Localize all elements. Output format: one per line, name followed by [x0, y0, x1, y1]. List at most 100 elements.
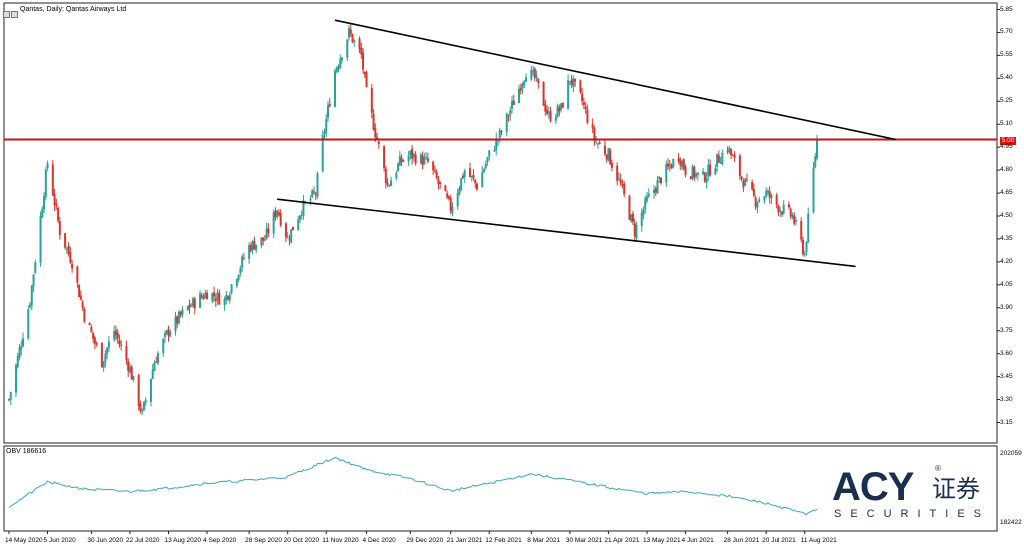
lower-trendline: [277, 198, 856, 268]
candle-down: [179, 311, 182, 316]
candle-down: [263, 239, 266, 241]
candle-up: [272, 212, 275, 234]
candle-up: [395, 172, 398, 179]
candle-down: [284, 223, 287, 238]
candle-down: [461, 175, 464, 179]
candle-up: [9, 392, 12, 400]
candle-up: [518, 88, 521, 104]
candle-down: [444, 185, 447, 192]
x-tick-label: 12 Feb 2021: [485, 537, 522, 544]
candle-up: [656, 180, 659, 194]
candle-down: [253, 241, 256, 250]
y-tick-label: 3.75: [1000, 326, 1013, 334]
candle-up: [199, 293, 202, 308]
candle-up: [407, 155, 410, 162]
candle-down: [542, 81, 545, 106]
candle-down: [363, 71, 366, 75]
candle-down: [468, 168, 471, 177]
candle-down: [69, 252, 72, 263]
candle-up: [498, 130, 501, 138]
obv-tick-label: 202059: [1000, 450, 1022, 457]
candle-up: [511, 100, 514, 109]
x-tick-label: 28 Jun 2021: [723, 537, 760, 544]
x-tick-label: 13 May 2021: [642, 537, 681, 544]
price-tag: 5.00: [1000, 137, 1016, 145]
candle-down: [777, 205, 780, 213]
candle-up: [162, 338, 165, 354]
candle-up: [644, 198, 647, 210]
candle-up: [216, 292, 219, 300]
candle-down: [120, 344, 123, 346]
candle-down: [383, 146, 386, 168]
candle-down: [437, 178, 440, 184]
x-tick-label: 4 Jun 2021: [681, 537, 714, 544]
y-tick-label: 3.60: [1000, 349, 1013, 357]
x-tick-label: 22 Jul 2020: [125, 537, 160, 544]
candle-up: [323, 131, 326, 135]
candle-up: [554, 117, 557, 121]
candle-down: [446, 193, 449, 198]
candle-down: [621, 184, 624, 186]
candle-up: [142, 401, 145, 410]
candle-up: [241, 256, 244, 268]
candle-down: [213, 292, 216, 297]
candle-down: [789, 208, 792, 217]
candle-up: [397, 163, 400, 172]
candle-down: [92, 332, 95, 339]
logo-sub: SECURITIES: [834, 508, 991, 520]
candle-down: [90, 327, 93, 333]
obv-line: [8, 456, 818, 515]
candle-up: [298, 215, 301, 220]
candle-up: [716, 153, 719, 167]
candle-down: [125, 345, 128, 361]
candle-down: [745, 179, 748, 181]
candle-up: [547, 112, 550, 114]
candle-up: [128, 366, 131, 373]
candle-down: [426, 158, 429, 162]
candle-up: [719, 162, 722, 164]
candle-up: [181, 309, 184, 315]
candle-up: [20, 346, 23, 350]
candle-up: [568, 81, 571, 83]
candle-up: [640, 212, 643, 227]
candle-up: [696, 172, 699, 176]
candle-down: [8, 399, 10, 401]
candle-down: [328, 104, 331, 107]
candle-down: [365, 72, 368, 88]
candle-up: [642, 209, 645, 215]
candle-down: [654, 188, 657, 193]
candle-down: [411, 148, 414, 159]
candle-up: [456, 192, 459, 207]
candle-up: [505, 113, 508, 132]
candle-down: [384, 168, 387, 183]
candle-up: [412, 153, 415, 157]
candle-down: [709, 164, 712, 176]
candle-up: [311, 190, 314, 197]
candle-up: [482, 169, 485, 172]
candle-down: [130, 366, 133, 380]
y-tick-label: 5.25: [1000, 97, 1013, 105]
candle-up: [46, 163, 49, 169]
candle-down: [768, 191, 771, 198]
candle-down: [51, 164, 54, 196]
candle-down: [507, 115, 510, 117]
candle-down: [584, 106, 587, 110]
candle-up: [691, 166, 694, 180]
candle-down: [449, 198, 452, 212]
candle-down: [79, 295, 82, 300]
candle-down: [775, 195, 778, 205]
candle-up: [816, 138, 818, 159]
candle-down: [206, 292, 209, 300]
candle-down: [188, 304, 191, 309]
candle-down: [200, 295, 203, 298]
y-tick-label: 3.15: [1000, 418, 1013, 426]
candle-up: [681, 161, 684, 167]
candle-down: [432, 161, 435, 171]
candle-down: [360, 48, 363, 55]
candle-down: [374, 128, 377, 138]
candle-up: [486, 157, 489, 162]
y-tick-label: 4.80: [1000, 166, 1013, 174]
candle-down: [751, 181, 754, 189]
obv-tick-label: 182422: [1000, 519, 1022, 526]
chart-toolbar-icons: [3, 5, 19, 23]
